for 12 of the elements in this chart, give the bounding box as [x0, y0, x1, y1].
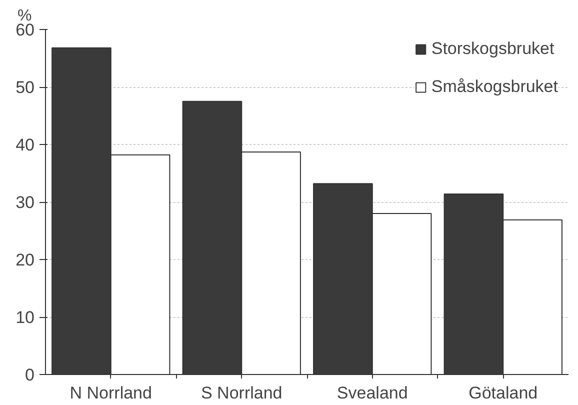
- x-tick-label: Svealand: [336, 384, 408, 402]
- y-tick-label: 50: [16, 78, 35, 97]
- legend-label: Småskogsbruket: [431, 77, 558, 97]
- legend-label: Storskogsbruket: [431, 39, 554, 59]
- y-tick-label: 30: [16, 193, 35, 212]
- y-tick-label: 0: [25, 366, 35, 384]
- x-tick-label: S Norrland: [200, 384, 282, 402]
- x-tick-label: Götaland: [468, 384, 538, 402]
- x-tick-label: N Norrland: [70, 384, 152, 402]
- y-tick-label: 40: [16, 136, 35, 154]
- y-tick-label: 20: [16, 250, 35, 270]
- y-tick-label: 10: [16, 308, 35, 327]
